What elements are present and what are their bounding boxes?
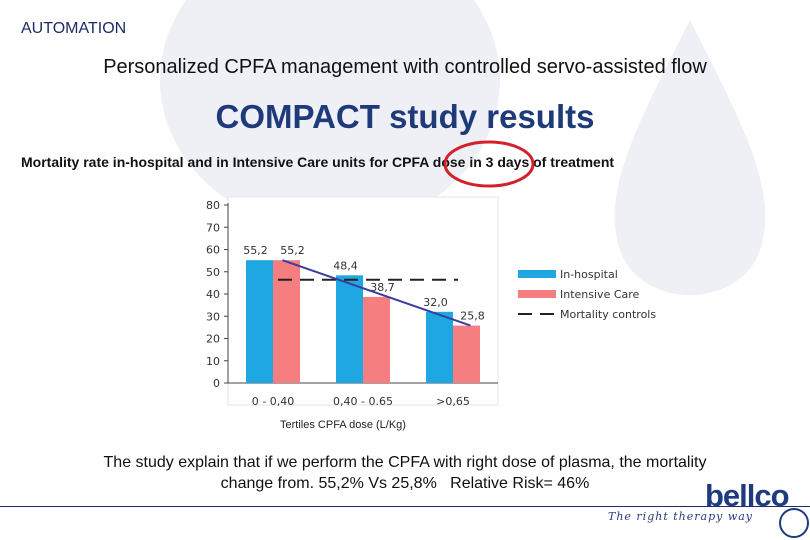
section-label: AUTOMATION	[21, 20, 127, 37]
conclusion-line-2: change from. 55,2% Vs 25,8% Relative Ris…	[220, 475, 590, 492]
y-tick-label: 20	[206, 333, 220, 346]
conclusion-text: The study explain that if we perform the…	[0, 452, 810, 494]
bar-intensive-care	[453, 325, 480, 383]
x-category-label: 0 - 0,40	[252, 395, 294, 408]
bar-value-label: 55,2	[280, 244, 305, 257]
bar-in-hospital	[336, 275, 363, 383]
y-tick-label: 50	[206, 266, 220, 279]
trend-line	[282, 259, 471, 327]
y-tick-label: 70	[206, 221, 220, 234]
y-tick-label: 60	[206, 244, 220, 257]
x-axis-title: Tertiles CPFA dose (L/Kg)	[280, 419, 406, 431]
bar-in-hospital	[426, 311, 453, 383]
y-tick-label: 30	[206, 310, 220, 323]
x-category-label: 0,40 - 0.65	[333, 395, 393, 408]
y-tick-label: 80	[206, 199, 220, 212]
slide-subtitle: Personalized CPFA management with contro…	[103, 56, 707, 78]
bar-value-label: 55,2	[243, 244, 268, 257]
bar-value-label: 25,8	[460, 310, 485, 323]
logo-slogan: The right therapy way	[608, 510, 754, 523]
bellco-logo: bellco	[705, 478, 790, 513]
y-tick-label: 40	[206, 288, 220, 301]
legend-swatch-intensive-care	[518, 290, 556, 298]
bar-intensive-care	[273, 260, 300, 383]
bar-value-label: 48,4	[333, 259, 358, 272]
seal-icon	[779, 508, 809, 538]
bar-intensive-care	[363, 296, 390, 383]
mortality-chart: 0 10 20 30 40 50 60 70 80 55,2 55,2 0 - 0,40 48,4 38,…	[206, 196, 656, 431]
x-category-label: >0,65	[436, 395, 470, 408]
legend-swatch-in-hospital	[518, 270, 556, 278]
conclusion-line-1: The study explain that if we perform the…	[103, 454, 707, 471]
bar-value-label: 32,0	[423, 296, 448, 309]
y-tick-label: 10	[206, 355, 220, 368]
legend-label: In-hospital	[560, 268, 618, 281]
bar-in-hospital	[246, 260, 273, 383]
chart-caption: Mortality rate in-hospital and in Intens…	[21, 154, 615, 170]
y-tick-label: 0	[213, 377, 220, 390]
legend-label: Mortality controls	[560, 308, 656, 321]
footer-divider	[0, 506, 810, 507]
legend-label: Intensive Care	[560, 288, 640, 301]
slide-title: COMPACT study results	[215, 98, 595, 135]
bar-value-label: 38,7	[370, 281, 395, 294]
